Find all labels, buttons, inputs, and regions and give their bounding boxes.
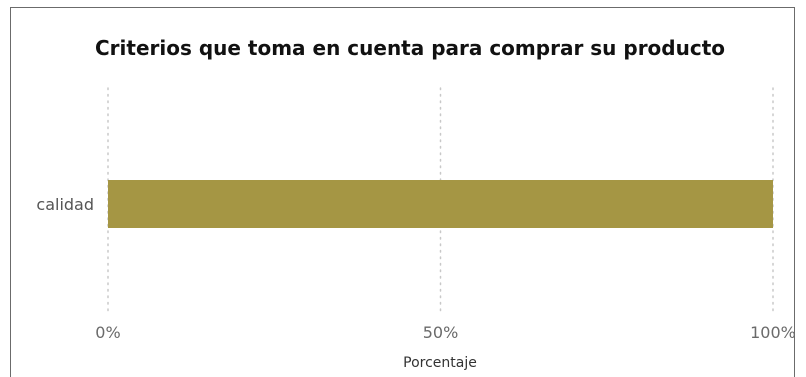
chart-title: Criterios que toma en cuenta para compra… <box>95 36 725 60</box>
x-tick-label: 50% <box>423 323 459 342</box>
x-tick-label: 0% <box>95 323 120 342</box>
x-axis-label: Porcentaje <box>403 355 477 370</box>
bars <box>108 180 773 228</box>
category-label: calidad <box>36 195 94 214</box>
category-labels: calidad <box>36 195 94 214</box>
bar-calidad[interactable] <box>108 180 773 228</box>
x-axis-ticks: 0% 50% 100% <box>95 323 796 342</box>
x-tick-label: 100% <box>750 323 796 342</box>
